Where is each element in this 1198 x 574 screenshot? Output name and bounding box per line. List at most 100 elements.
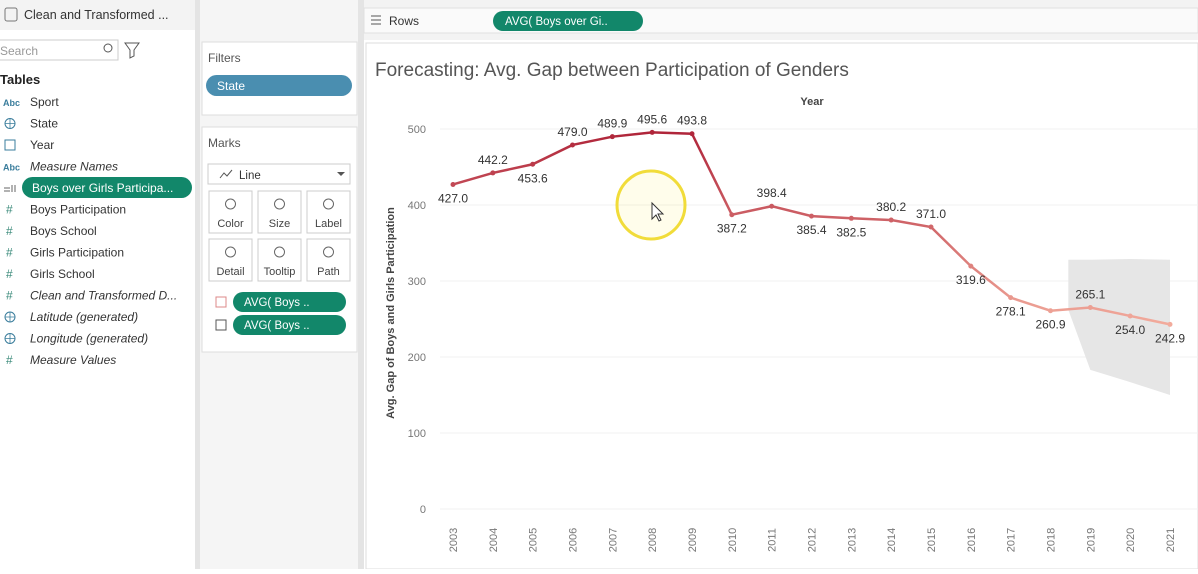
x-tick-label: 2005 [528,528,540,552]
point [1048,308,1053,314]
marks-button-label[interactable]: Tooltip [264,266,296,278]
field-icon: # [6,246,13,260]
search-icon [103,43,113,53]
data-label: 382.5 [836,225,866,239]
field-name[interactable]: Boys School [30,224,97,238]
x-tick-label: 2014 [886,528,898,552]
marks-button-icon [225,198,236,210]
field-name[interactable]: Year [30,138,54,152]
filter-pill[interactable] [206,75,352,96]
point [570,142,575,148]
y-tick-label: 0 [420,504,426,516]
marks-button[interactable] [306,238,351,282]
field-name[interactable]: Clean and Transformed D... [30,289,177,303]
field-name[interactable]: Sport [30,95,59,109]
tables-heading: Tables [0,72,40,87]
source-bar [0,0,195,30]
field-name[interactable]: Latitude (generated) [30,310,138,324]
x-tick-label: 2015 [926,528,938,552]
point [490,170,496,176]
data-label: 493.8 [677,114,707,128]
data-label: 387.2 [717,222,747,236]
marks-button[interactable] [257,238,302,282]
marks-button-label[interactable]: Label [315,218,342,230]
marks-pill[interactable] [233,292,346,312]
field-pill[interactable] [22,177,192,198]
mark-type[interactable]: Line [239,170,261,182]
y-tick-label: 300 [408,276,426,288]
x-tick-label: 2018 [1046,528,1058,552]
data-label: 278.1 [996,305,1026,319]
search-box[interactable] [0,39,119,61]
marks-button-label[interactable]: Color [217,218,244,230]
filter-pill-label[interactable]: State [217,79,245,93]
filter-icon[interactable] [124,42,140,59]
x-tick-label: 2016 [966,528,978,552]
x-tick-label: 2008 [647,528,659,552]
marks-pill-label[interactable]: AVG( Boys .. [244,320,310,332]
marks-button-label[interactable]: Size [269,218,290,230]
point [530,161,536,167]
field-name[interactable]: State [30,117,58,131]
marks-button[interactable] [257,190,302,234]
field-icon [5,118,15,129]
marks-pill-icon [215,319,227,331]
point [928,224,934,230]
marks-button-icon [323,198,334,210]
marks-button-icon [225,246,236,258]
field-name[interactable]: Longitude (generated) [30,332,148,346]
marks-button-label[interactable]: Detail [216,266,244,278]
point [1127,313,1133,319]
field-icon: # [6,203,13,217]
data-label: 319.6 [956,273,986,287]
marks-button-label[interactable]: Path [317,266,340,278]
y-tick-label: 400 [408,200,426,212]
chart-title: Forecasting: Avg. Gap between Participat… [375,60,849,81]
data-label: 453.6 [518,171,548,185]
data-label: 427.0 [438,191,468,205]
line-icon [219,169,233,179]
marks-button[interactable] [208,238,253,282]
field-name[interactable]: Measure Names [30,160,118,174]
point [729,212,735,218]
marks-pill-label[interactable]: AVG( Boys .. [244,297,310,309]
marks-button[interactable] [208,190,253,234]
point [649,129,655,135]
point [450,181,456,187]
marks-button[interactable] [306,190,351,234]
marks-pill[interactable] [233,315,346,335]
x-tick-label: 2009 [687,528,699,552]
field-icon: Abc [3,98,20,108]
field-name[interactable]: Measure Values [30,353,116,367]
data-source[interactable]: Clean and Transformed ... [24,8,169,22]
field-name[interactable]: Girls Participation [30,246,124,260]
forecast-band [1068,258,1170,395]
field-name[interactable]: Boys over Girls Participa... [32,181,173,195]
dropdown-arrow [337,172,345,176]
field-name[interactable]: Girls School [30,267,95,281]
marks-button-icon [274,246,285,258]
field-icon: # [6,267,13,281]
mark-type-dropdown[interactable] [207,163,351,185]
marks-pill-icon [215,296,227,308]
data-label: 242.9 [1155,331,1185,345]
data-label: 254.0 [1115,323,1145,337]
rows-pill-label[interactable]: AVG( Boys over Gi.. [505,16,608,28]
field-icon: Abc [3,163,20,173]
field-icon [4,139,16,151]
data-label: 479.0 [557,125,587,139]
data-label: 398.4 [757,186,787,200]
data-label: 495.6 [637,112,667,126]
point [1167,321,1173,327]
point [609,134,615,140]
rows-pill[interactable] [493,11,643,31]
marks-button-icon [274,198,285,210]
point [769,203,775,209]
point [1087,305,1093,311]
x-tick-label: 2004 [488,528,500,552]
x-tick-label: 2020 [1125,528,1137,552]
y-tick-label: 100 [408,428,426,440]
data-label: 371.0 [916,207,946,221]
field-name[interactable]: Boys Participation [30,203,126,217]
